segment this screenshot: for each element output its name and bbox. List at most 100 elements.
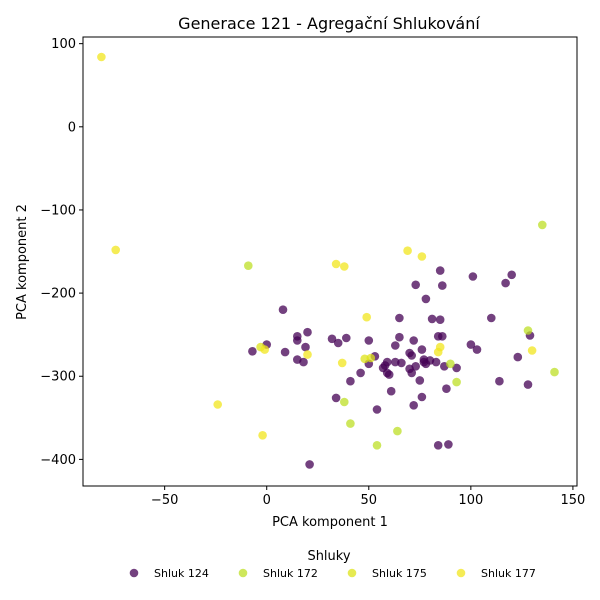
data-point — [391, 341, 400, 350]
legend-marker — [347, 568, 357, 578]
data-point — [468, 272, 478, 281]
y-tick-label: −400 — [40, 453, 76, 468]
data-point — [487, 313, 496, 323]
data-point — [421, 294, 431, 304]
y-axis-ticks: 100 0 −100 −200 −300 −400 — [40, 37, 83, 468]
data-point — [305, 460, 314, 469]
data-point — [395, 332, 404, 342]
x-axis-ticks: −50 0 50 100 150 — [151, 486, 585, 508]
data-point — [538, 220, 547, 230]
data-point — [111, 245, 120, 255]
data-point — [258, 431, 267, 440]
legend-marker — [129, 568, 139, 578]
data-point — [435, 315, 445, 325]
data-point — [331, 259, 341, 269]
y-tick-label: −100 — [40, 203, 76, 218]
y-tick-label: −200 — [40, 287, 76, 302]
data-point — [523, 326, 533, 335]
data-point — [513, 352, 523, 362]
data-point — [495, 376, 504, 386]
data-point — [301, 342, 310, 352]
data-point — [409, 336, 419, 345]
x-tick-label: 0 — [263, 493, 271, 508]
data-point — [446, 359, 455, 369]
data-point — [372, 441, 382, 450]
data-points — [97, 52, 559, 469]
y-tick-label: 100 — [51, 37, 76, 52]
data-point — [364, 336, 374, 345]
legend-title: Shluky — [307, 549, 350, 564]
data-point — [303, 327, 312, 337]
legend: Shluk 124 Shluk 172 Shluk 175 Shluk 177 — [129, 567, 536, 580]
data-point — [411, 280, 421, 290]
data-point — [409, 401, 419, 410]
data-point — [417, 252, 427, 261]
chart-title: Generace 121 - Agregační Shlukování — [178, 14, 480, 33]
data-point — [278, 305, 288, 315]
legend-label: Shluk 175 — [372, 567, 427, 580]
data-point — [452, 377, 461, 387]
legend-marker — [238, 568, 248, 578]
legend-label: Shluk 172 — [263, 567, 318, 580]
data-point — [417, 345, 427, 354]
data-point — [346, 376, 355, 386]
data-point — [466, 340, 476, 349]
data-point — [415, 376, 425, 385]
data-point — [407, 351, 417, 360]
plot-frame — [82, 36, 578, 487]
data-point — [260, 345, 270, 354]
x-tick-label: 150 — [561, 493, 586, 508]
data-point — [501, 278, 510, 288]
data-point — [303, 350, 312, 359]
data-point — [293, 336, 302, 345]
data-point — [384, 370, 394, 379]
y-tick-label: −300 — [40, 370, 76, 385]
data-point — [411, 362, 421, 371]
data-point — [407, 368, 417, 378]
data-point — [346, 419, 355, 428]
data-point — [386, 386, 396, 396]
data-point — [433, 441, 443, 450]
data-point — [382, 357, 392, 367]
data-point — [438, 281, 447, 290]
data-point — [372, 405, 382, 414]
legend-label: Shluk 124 — [154, 567, 209, 580]
data-point — [507, 270, 516, 280]
legend-marker — [456, 568, 466, 578]
data-point — [550, 367, 559, 377]
data-point — [299, 357, 308, 367]
data-point — [356, 368, 365, 378]
x-axis-label: PCA komponent 1 — [272, 515, 388, 530]
data-point — [435, 342, 445, 352]
data-point — [523, 380, 533, 389]
data-point — [333, 338, 343, 348]
data-point — [527, 346, 537, 355]
data-point — [452, 363, 461, 373]
data-point — [280, 347, 290, 357]
data-point — [444, 440, 453, 449]
data-point — [442, 384, 451, 394]
y-tick-label: 0 — [68, 120, 76, 135]
x-tick-label: 50 — [361, 493, 378, 508]
data-point — [393, 426, 402, 436]
data-point — [340, 262, 349, 271]
data-point — [397, 358, 406, 368]
y-axis-label: PCA komponent 2 — [15, 204, 30, 320]
data-point — [340, 397, 349, 407]
data-point — [97, 52, 106, 62]
data-point — [337, 358, 347, 368]
data-point — [431, 357, 441, 367]
data-point — [248, 347, 257, 356]
data-point — [342, 333, 351, 343]
data-point — [395, 313, 404, 323]
legend-label: Shluk 177 — [481, 567, 536, 580]
data-point — [435, 266, 445, 275]
data-point — [472, 345, 482, 354]
x-tick-label: 100 — [458, 493, 483, 508]
data-point — [427, 314, 437, 324]
data-point — [366, 353, 376, 363]
data-point — [438, 332, 447, 341]
data-point — [327, 334, 337, 344]
data-point — [417, 392, 427, 402]
